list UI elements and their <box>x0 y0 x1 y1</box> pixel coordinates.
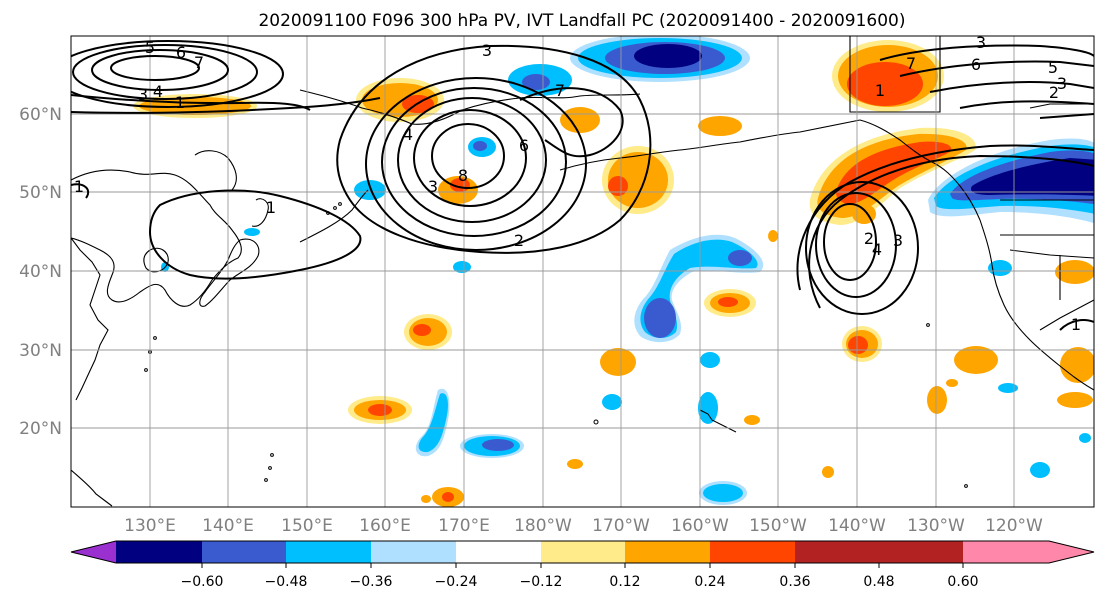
contour-label: 5 <box>145 38 155 57</box>
colorbar-ticks <box>201 563 964 568</box>
contour-label: 2 <box>514 231 524 250</box>
lon-label: 170°W <box>592 516 650 536</box>
colorbar-segment <box>116 541 202 563</box>
contour-label: 1 <box>74 177 84 196</box>
colorbar-tick-label: −0.48 <box>265 574 308 590</box>
latitude-labels: 20°N 30°N 40°N 50°N 60°N <box>19 105 62 439</box>
colorbar-segment <box>710 541 795 563</box>
pv-contours <box>71 40 1094 331</box>
contour-label: 6 <box>176 43 186 62</box>
contour-label: 6 <box>519 136 529 155</box>
lat-label: 60°N <box>19 105 62 125</box>
contour-label: 3 <box>893 231 903 250</box>
colorbar-segment <box>371 541 456 563</box>
lon-label: 180°W <box>514 516 572 536</box>
colorbar-segment <box>795 541 879 563</box>
colorbar: −0.60 −0.48 −0.36 −0.24 −0.12 0.12 0.24 … <box>70 540 1095 590</box>
colorbar-segment <box>625 541 710 563</box>
contour-label: 3 <box>976 33 986 52</box>
colorbar-segment <box>963 541 1049 563</box>
colorbar-tick-label: 0.60 <box>947 574 978 590</box>
contour-label: 7 <box>194 53 204 72</box>
colorbar-segment <box>541 541 625 563</box>
lon-label: 130°W <box>907 516 965 536</box>
longitude-labels: 130°E 140°E 150°E 160°E 170°E 180°W 170°… <box>124 516 1043 536</box>
colorbar-tick-label: −0.36 <box>350 574 393 590</box>
colorbar-tick-label: −0.60 <box>181 574 224 590</box>
lon-label: 170°E <box>438 516 490 536</box>
contour-label: 1 <box>266 198 276 217</box>
lat-label: 20°N <box>19 419 62 439</box>
map-frame <box>70 35 1095 508</box>
contour-label: 3 <box>428 177 438 196</box>
contour-label: 2 <box>864 229 874 248</box>
colorbar-segment <box>286 541 371 563</box>
colorbar-tick-label: 0.12 <box>609 574 640 590</box>
lon-label: 150°W <box>749 516 807 536</box>
colorbar-tick-label: 0.36 <box>779 574 810 590</box>
islands <box>144 202 968 488</box>
contour-label: 7 <box>906 54 916 73</box>
colorbar-tick-labels: −0.60 −0.48 −0.36 −0.24 −0.12 0.12 0.24 … <box>181 574 979 590</box>
lon-label: 150°E <box>281 516 333 536</box>
contour-label: 8 <box>458 166 468 185</box>
contour-label: 4 <box>872 240 882 259</box>
contour-label: 6 <box>971 55 981 74</box>
colorbar-min-extension <box>71 541 116 563</box>
contour-label: 1 <box>875 81 885 100</box>
contour-label: 3 <box>138 85 148 104</box>
colorbar-outline <box>70 540 1095 564</box>
colorbar-segment <box>202 541 286 563</box>
colorbar-max-extension <box>1049 541 1094 563</box>
lon-label: 160°E <box>359 516 411 536</box>
colorbar-max-extension <box>879 541 963 563</box>
figure-title: 2020091100 F096 300 hPa PV, IVT Landfall… <box>258 11 905 31</box>
lon-label: 160°W <box>671 516 729 536</box>
contour-label: 4 <box>153 82 163 101</box>
lon-label: 140°E <box>202 516 254 536</box>
colorbar-tick-label: 0.24 <box>694 574 725 590</box>
map-plot: 5 6 7 4 3 1 3 8 6 7 4 2 3 1 7 4 1 6 5 3 <box>70 33 1095 508</box>
contour-label: 7 <box>555 81 565 100</box>
lon-label: 130°E <box>124 516 176 536</box>
contour-labels: 5 6 7 4 3 1 3 8 6 7 4 2 3 1 7 4 1 6 5 3 <box>74 33 1081 334</box>
colorbar-segment <box>456 541 541 563</box>
lat-label: 30°N <box>19 341 62 361</box>
contour-label: 3 <box>482 41 492 60</box>
lat-label: 50°N <box>19 183 62 203</box>
lon-label: 140°W <box>828 516 886 536</box>
contour-label: 4 <box>403 125 413 144</box>
contour-label: 3 <box>1057 74 1067 93</box>
contour-label: 1 <box>1071 315 1081 334</box>
colorbar-tick-label: 0.48 <box>863 574 894 590</box>
colorbar-tick-label: −0.12 <box>520 574 563 590</box>
lon-label: 120°W <box>985 516 1043 536</box>
lat-label: 40°N <box>19 262 62 282</box>
colorbar-tick-label: −0.24 <box>435 574 478 590</box>
contour-label: 1 <box>175 93 185 112</box>
contour-label: 5 <box>1048 58 1058 77</box>
contour-label: 2 <box>1049 83 1059 102</box>
